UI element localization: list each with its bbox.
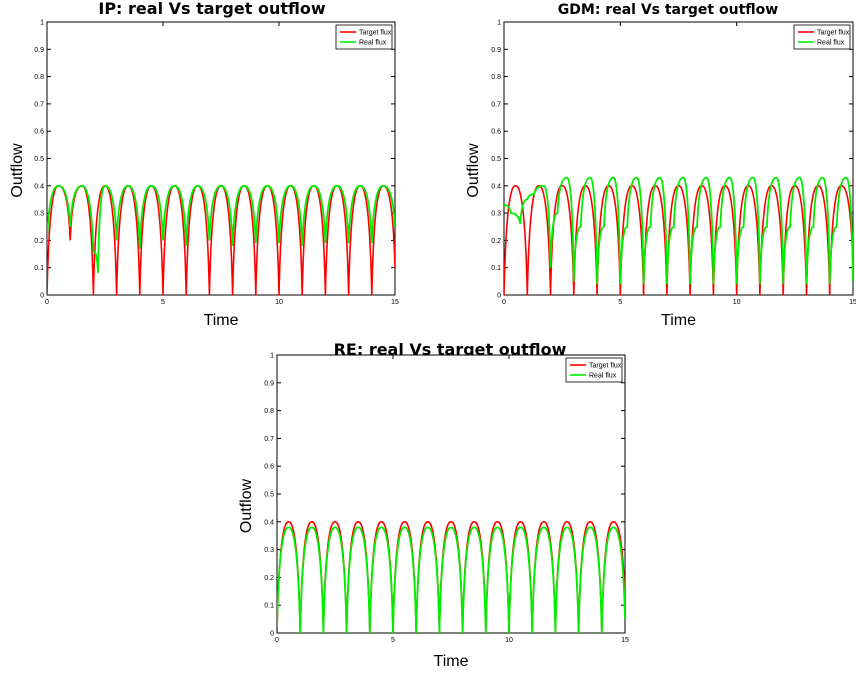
y-tick-label: 0.1 (34, 265, 44, 272)
legend-box (565, 357, 623, 383)
y-tick-label: 0.8 (264, 408, 274, 415)
y-axis-label: Outflow (9, 143, 26, 198)
legend-box (335, 24, 393, 50)
y-axis-label: Outflow (465, 143, 482, 198)
x-tick-label: 5 (618, 299, 622, 306)
x-tick-label: 10 (275, 299, 283, 306)
chart-panel-re: RE: real Vs target outflow 0 0.1 0.2 0.3 0.4 0… (228, 330, 648, 673)
x-tick-label: 5 (391, 637, 395, 644)
x-tick-label: 5 (161, 299, 165, 306)
chart-title: IP: real Vs target outflow (98, 0, 325, 18)
x-tick-label: 15 (849, 299, 856, 306)
x-tick-label: 15 (621, 637, 629, 644)
chart-svg-gdm: GDM: real Vs target outflow 0 0.1 0.2 0.3 0.4… (465, 2, 856, 329)
x-tick-label: 10 (733, 299, 741, 306)
x-tick-label: 0 (45, 299, 49, 306)
x-axis-label: Time (661, 312, 696, 329)
chart-svg-ip: IP: real Vs target outflow 0 0.1 0.2 0.3 0.4 0… (9, 0, 399, 329)
y-tick-label: 1 (497, 20, 501, 27)
y-tick-label: 0.6 (34, 129, 44, 136)
chart-svg-re: RE: real Vs target outflow 0 0.1 0.2 0.3 0.4 0… (238, 340, 629, 670)
chart-title: GDM: real Vs target outflow (558, 2, 778, 18)
plot-area (503, 21, 854, 296)
x-tick-label: 0 (275, 637, 279, 644)
y-axis-label: Outflow (238, 478, 255, 533)
y-tick-label: 0 (270, 631, 274, 638)
x-tick-label: 10 (505, 637, 513, 644)
y-tick-label: 0.5 (34, 156, 44, 163)
x-axis-label: Time (434, 653, 469, 670)
y-tick-label: 0.5 (491, 156, 501, 163)
chart-panel-gdm: GDM: real Vs target outflow 0 0.1 0.2 0.3 0.4… (428, 0, 856, 330)
chart-panel-ip: IP: real Vs target outflow 0 0.1 0.2 0.3 0.4 0… (0, 0, 428, 330)
y-tick-label: 0.1 (264, 603, 274, 610)
x-tick-label: 0 (502, 299, 506, 306)
y-tick-label: 0.7 (264, 436, 274, 443)
legend-label: Target flux (589, 363, 622, 370)
legend-label: Target flux (817, 30, 850, 37)
x-tick-label: 15 (391, 299, 399, 306)
series-line (277, 526, 625, 633)
y-tick-label: 0.4 (491, 183, 501, 190)
legend-label: Real flux (817, 40, 845, 47)
series-line (277, 520, 625, 633)
series-line (504, 176, 853, 285)
y-tick-label: 0.8 (491, 74, 501, 81)
y-tick-label: 0.6 (491, 129, 501, 136)
y-tick-label: 0.2 (264, 575, 274, 582)
legend-box (793, 24, 851, 50)
legend-label: Real flux (359, 40, 387, 47)
y-tick-label: 0.9 (491, 47, 501, 54)
y-tick-label: 0.7 (34, 101, 44, 108)
y-tick-label: 1 (270, 353, 274, 360)
y-tick-label: 0.4 (34, 183, 44, 190)
y-tick-label: 0.9 (34, 47, 44, 54)
y-tick-label: 0 (497, 293, 501, 300)
y-tick-label: 0 (40, 293, 44, 300)
series-line (47, 184, 395, 274)
x-axis-label: Time (204, 312, 239, 329)
y-tick-label: 0.2 (34, 238, 44, 245)
plot-area (276, 354, 626, 634)
y-tick-label: 0.3 (491, 211, 501, 218)
y-tick-label: 0.9 (264, 380, 274, 387)
y-tick-label: 0.8 (34, 74, 44, 81)
y-tick-label: 0.1 (491, 265, 501, 272)
y-tick-label: 0.6 (264, 464, 274, 471)
plot-area (46, 21, 396, 296)
legend-label: Target flux (359, 30, 392, 37)
y-tick-label: 0.3 (34, 211, 44, 218)
y-tick-label: 0.7 (491, 101, 501, 108)
legend-label: Real flux (589, 373, 617, 380)
chart-title: RE: real Vs target outflow (334, 340, 567, 359)
y-tick-label: 0.5 (264, 492, 274, 499)
y-tick-label: 0.3 (264, 547, 274, 554)
y-tick-label: 0.2 (491, 238, 501, 245)
y-tick-label: 1 (40, 20, 44, 27)
y-tick-label: 0.4 (264, 519, 274, 526)
